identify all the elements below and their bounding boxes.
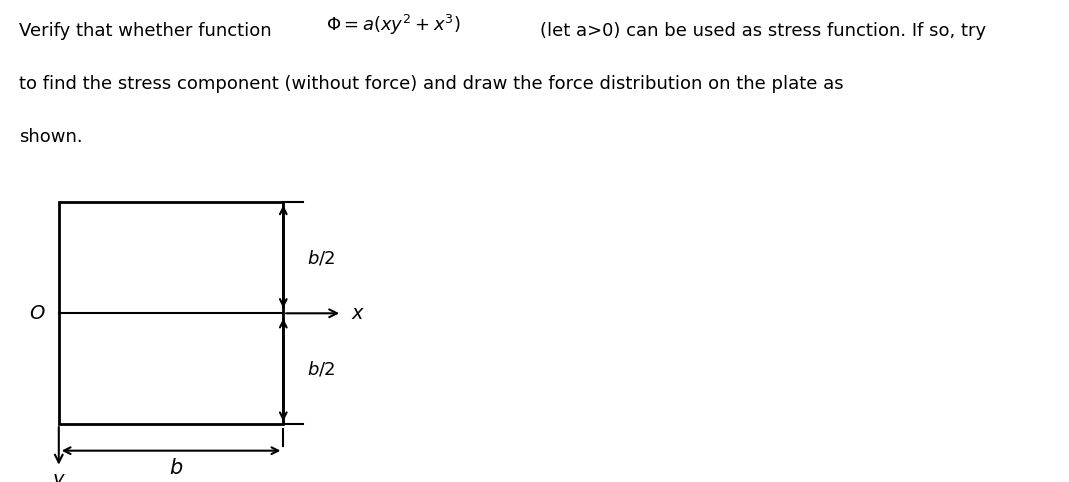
Text: $b$: $b$ (169, 458, 184, 478)
Text: $\Phi = a(xy^2 + x^3)$: $\Phi = a(xy^2 + x^3)$ (326, 13, 461, 37)
Text: $x$: $x$ (351, 304, 365, 323)
Text: (let a>0) can be used as stress function. If so, try: (let a>0) can be used as stress function… (540, 22, 986, 40)
Text: shown.: shown. (19, 128, 83, 146)
Text: $b/2$: $b/2$ (307, 248, 336, 268)
Bar (59, 202, 283, 424)
Text: Verify that whether function: Verify that whether function (19, 22, 272, 40)
Text: $O$: $O$ (30, 304, 46, 323)
Text: $y$: $y$ (51, 472, 66, 482)
Text: $b/2$: $b/2$ (307, 359, 336, 378)
Text: to find the stress component (without force) and draw the force distribution on : to find the stress component (without fo… (19, 75, 843, 93)
